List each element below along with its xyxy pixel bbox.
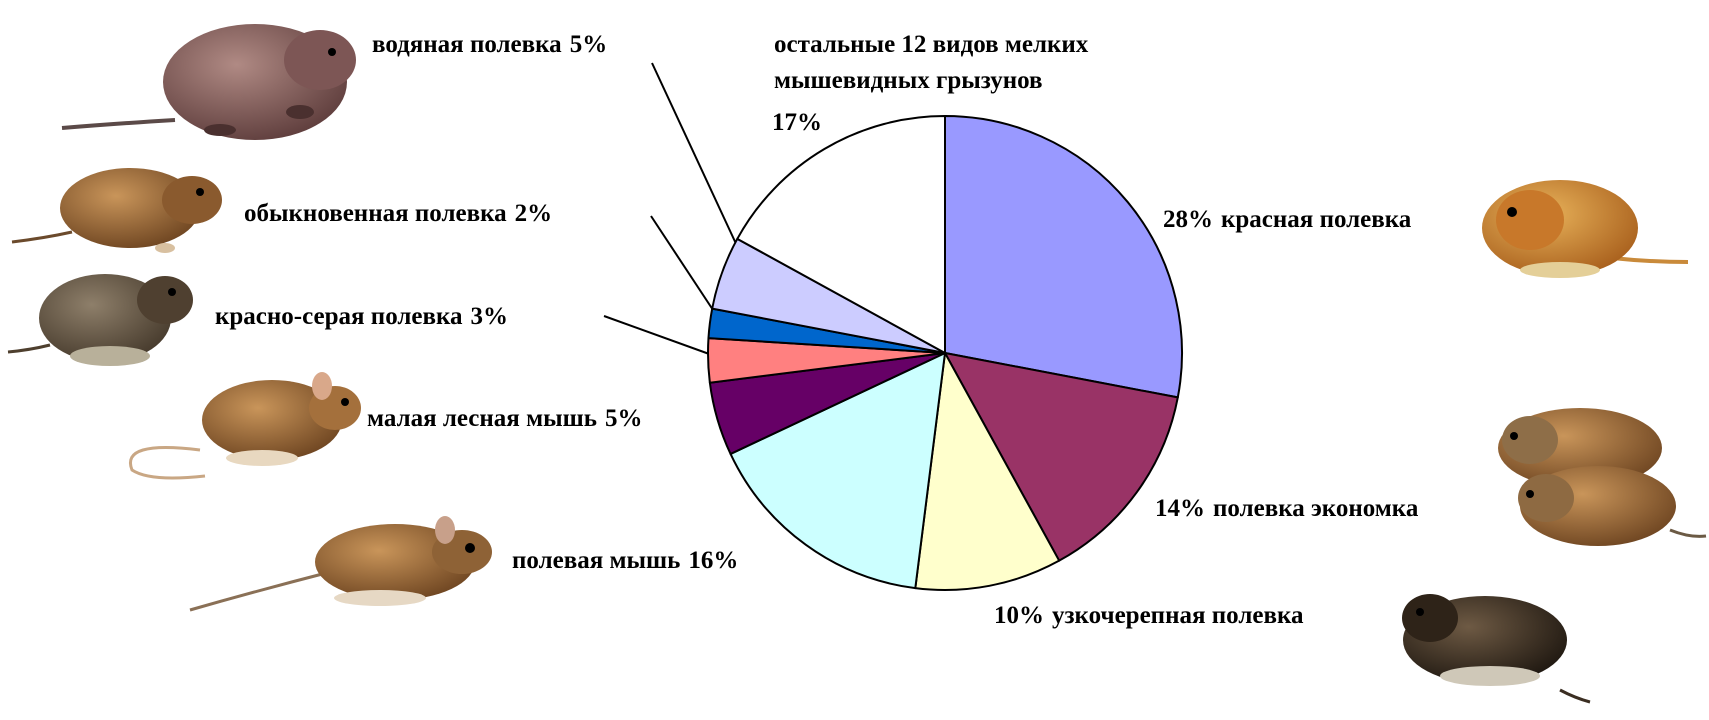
label-ekonomka: 14% полевка экономка [1155,494,1418,524]
wood-mouse-image [129,372,361,480]
pie-slice-2 [914,352,1061,591]
label-vodyanaya-pct: 5% [569,31,608,58]
pie-slice-1 [944,352,1179,562]
water-vole-image [61,24,356,140]
leader-line-obyknovennaya [650,215,716,314]
label-ekonomka-pct: 14% [1155,495,1205,522]
label-obyknovennaya: обыкновенная полевка 2% [244,199,552,229]
leader-line-vodyanaya [651,62,739,249]
common-vole-image [11,168,222,253]
label-ostalnye-line2: мышевидных грызунов [774,67,1043,94]
label-polevaya-name: полевая мышь [512,547,681,574]
label-polevaya-pct: 16% [688,547,739,574]
pie [707,115,1183,591]
label-uzkocherepnaya: 10% узкочерепная полевка [994,601,1303,631]
label-ekonomka-name: полевка экономка [1213,495,1419,522]
label-malaya-lesnaya: малая лесная мышь 5% [367,404,642,434]
label-polevaya: полевая мышь 16% [512,546,738,576]
root-vole-image [1498,408,1707,546]
label-obyknovennaya-name: обыкновенная полевка [244,200,507,227]
pie-slice-3 [729,352,946,590]
label-malaya-lesnaya-name: малая лесная мышь [367,405,597,432]
label-krasnaya-pct: 28% [1163,206,1213,233]
label-krasno-seraya: красно-серая полевка 3% [215,302,508,332]
label-ostalnye-line1: остальные 12 видов мелких [774,31,1089,58]
narrow-skulled-vole-image [1402,594,1591,704]
label-vodyanaya: водяная полевка 5% [372,30,607,60]
label-uzkocherepnaya-pct: 10% [994,602,1044,629]
label-krasnaya: 28% красная полевка [1163,205,1411,235]
pie-slice-8 [736,115,946,354]
grey-red-vole-image [7,274,193,366]
label-krasnaya-name: красная полевка [1221,206,1412,233]
field-mouse-image [189,516,492,612]
label-krasno-seraya-pct: 3% [470,303,509,330]
label-ostalnye-pct: 17% [772,109,822,136]
leader-line-krasno-seraya [603,315,713,356]
label-vodyanaya-name: водяная полевка [372,31,562,58]
label-obyknovennaya-pct: 2% [514,200,553,227]
red-vole-image [1482,180,1689,278]
pie-slice-0 [944,115,1183,399]
label-krasno-seraya-name: красно-серая полевка [215,303,463,330]
label-malaya-lesnaya-pct: 5% [604,405,643,432]
label-uzkocherepnaya-name: узкочерепная полевка [1052,602,1304,629]
